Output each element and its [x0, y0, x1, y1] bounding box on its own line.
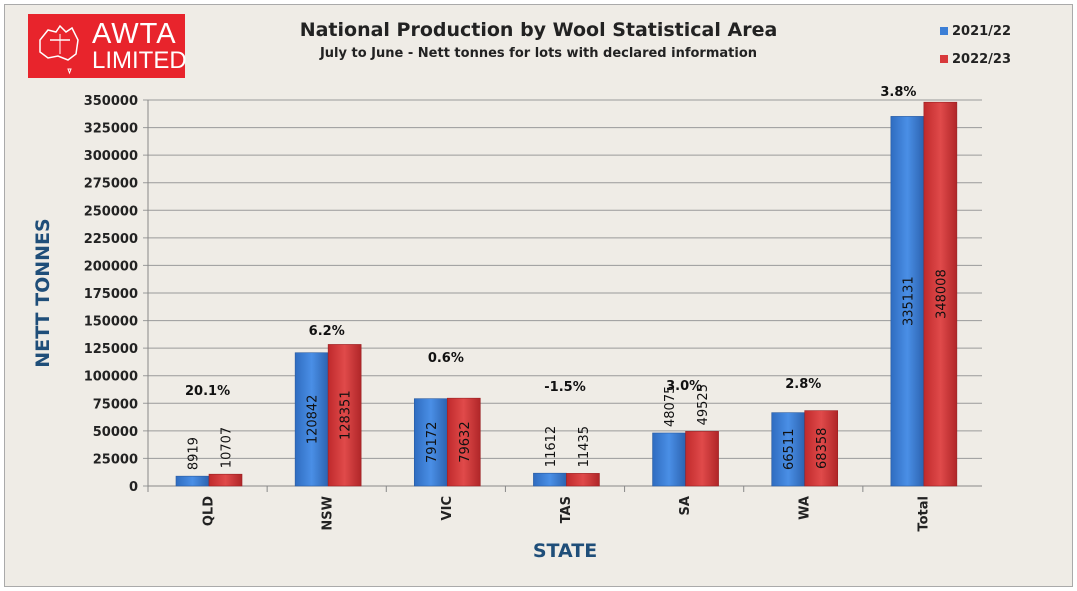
change-label: 3.0%: [666, 379, 702, 394]
y-tick-label: 25000: [93, 452, 138, 467]
change-label: 0.6%: [428, 351, 464, 366]
data-label: 11612: [544, 426, 559, 467]
bar-chart: 0 25000 50000 75000 100000 125000 150000 175000…: [32, 85, 982, 562]
y-tick-label: 175000: [84, 287, 138, 302]
change-label: -1.5%: [544, 380, 585, 395]
data-label: 128351: [339, 390, 354, 440]
y-tick-label: 125000: [84, 342, 138, 357]
bar-qld-2021-22: [175, 475, 210, 487]
data-label: 66511: [782, 429, 797, 470]
legend-swatch: [940, 55, 948, 63]
legend-swatch: [940, 27, 948, 35]
data-label: 68358: [815, 428, 830, 469]
y-tick-label: 275000: [84, 177, 138, 192]
y-tick-label: 100000: [84, 370, 138, 385]
data-label: 120842: [306, 395, 321, 445]
y-tick-label: 200000: [84, 259, 138, 274]
chart-container: AWTA LIMITED National Production by Wool…: [4, 4, 1073, 587]
data-label: 8919: [187, 437, 202, 470]
x-tick-label: VIC: [440, 496, 455, 520]
legend-item: 2022/23: [940, 45, 1011, 73]
y-tick-label: 225000: [84, 232, 138, 247]
y-axis-title: NETT TONNES: [32, 218, 54, 367]
x-tick-label: SA: [678, 496, 693, 515]
x-tick-label: WA: [797, 496, 812, 520]
bar-nsw-2022-23: [327, 344, 362, 487]
y-tick-label: 150000: [84, 315, 138, 330]
data-label: 11435: [577, 426, 592, 467]
legend-item: 2021/22: [940, 17, 1011, 45]
data-label: 348008: [934, 269, 949, 319]
bar-wa-2022-23: [804, 410, 839, 487]
legend: 2021/22 2022/23: [940, 17, 1011, 73]
x-tick-label: Total: [916, 496, 931, 532]
change-label: 6.2%: [309, 324, 345, 339]
bar-tas-2021-22: [533, 472, 567, 487]
y-tick-label: 350000: [84, 94, 138, 109]
data-label: 79632: [458, 421, 473, 462]
chart-subtitle: July to June - Nett tonnes for lots with…: [319, 46, 758, 61]
change-label: 20.1%: [185, 384, 230, 399]
australia-scales-icon: [39, 24, 79, 75]
y-tick-label: 75000: [93, 397, 138, 412]
x-tick-label: NSW: [321, 496, 336, 531]
bar-sa-2021-22: [652, 432, 686, 487]
x-axis-title: STATE: [533, 540, 597, 562]
y-tick-label: 300000: [84, 149, 138, 164]
data-label: 48075: [663, 386, 678, 427]
bar-total-2022-23: [923, 101, 958, 487]
data-label: 49525: [696, 384, 711, 425]
y-tick-label: 250000: [84, 204, 138, 219]
chart-title: National Production by Wool Statistical …: [299, 19, 778, 41]
change-label: 3.8%: [880, 85, 916, 100]
awta-logo: AWTA LIMITED: [28, 14, 187, 78]
bar-qld-2022-23: [208, 473, 243, 487]
bar-wa-2021-22: [771, 412, 806, 487]
y-tick-label: 50000: [93, 425, 138, 440]
y-tick-label: 0: [129, 480, 138, 495]
data-label: 79172: [425, 422, 440, 463]
data-label: 335131: [901, 276, 916, 326]
bar-nsw-2021-22: [294, 352, 329, 487]
bar-total-2021-22: [890, 116, 925, 487]
bar-vic-2022-23: [446, 397, 481, 487]
bar-tas-2022-23: [566, 473, 600, 487]
bar-vic-2021-22: [413, 398, 448, 487]
x-tick-label: TAS: [559, 496, 574, 523]
y-tick-label: 325000: [84, 122, 138, 137]
bar-sa-2022-23: [685, 431, 719, 487]
x-tick-label: QLD: [202, 496, 217, 526]
data-label: 10707: [220, 427, 235, 468]
change-label: 2.8%: [785, 377, 821, 392]
